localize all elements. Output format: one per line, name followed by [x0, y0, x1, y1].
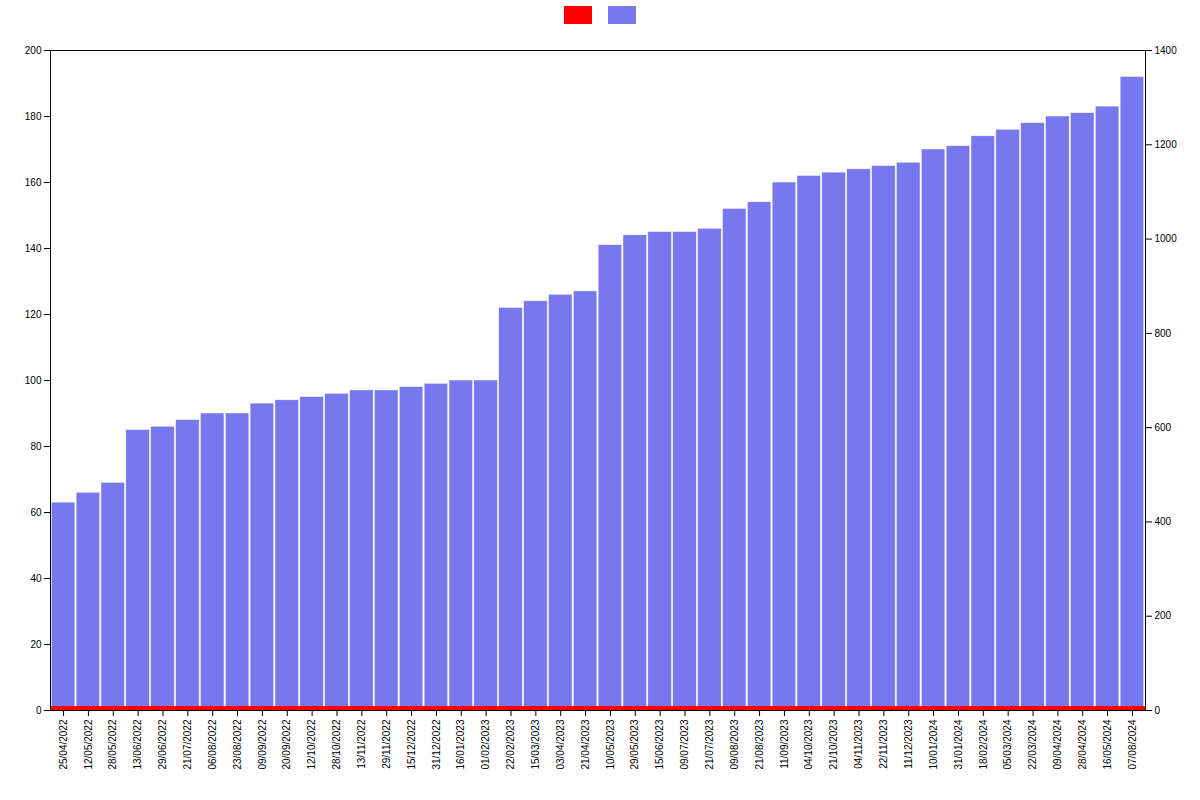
- svg-text:29/05/2023: 29/05/2023: [629, 719, 640, 769]
- svg-text:31/12/2022: 31/12/2022: [431, 719, 442, 769]
- svg-text:09/08/2023: 09/08/2023: [729, 719, 740, 769]
- svg-text:04/10/2023: 04/10/2023: [803, 719, 814, 769]
- svg-text:1000: 1000: [1155, 233, 1178, 244]
- svg-text:12/05/2022: 12/05/2022: [83, 719, 94, 769]
- svg-text:18/02/2024: 18/02/2024: [978, 719, 989, 769]
- svg-text:25/04/2022: 25/04/2022: [58, 719, 69, 769]
- svg-text:22/11/2023: 22/11/2023: [878, 719, 889, 769]
- svg-text:15/03/2023: 15/03/2023: [530, 719, 541, 769]
- svg-text:600: 600: [1155, 422, 1172, 433]
- svg-text:160: 160: [25, 177, 42, 188]
- svg-text:100: 100: [25, 375, 42, 386]
- svg-text:23/08/2022: 23/08/2022: [232, 719, 243, 769]
- svg-text:21/07/2022: 21/07/2022: [182, 719, 193, 769]
- svg-text:21/08/2023: 21/08/2023: [754, 719, 765, 769]
- svg-text:0: 0: [1155, 705, 1161, 716]
- svg-text:22/03/2024: 22/03/2024: [1027, 719, 1038, 769]
- svg-text:09/07/2023: 09/07/2023: [679, 719, 690, 769]
- svg-text:140: 140: [25, 243, 42, 254]
- svg-text:400: 400: [1155, 516, 1172, 527]
- svg-text:0: 0: [36, 705, 42, 716]
- svg-text:40: 40: [30, 573, 42, 584]
- svg-text:29/06/2022: 29/06/2022: [157, 719, 168, 769]
- svg-text:20: 20: [30, 639, 42, 650]
- svg-text:80: 80: [30, 441, 42, 452]
- svg-text:10/05/2023: 10/05/2023: [605, 719, 616, 769]
- svg-text:16/05/2024: 16/05/2024: [1102, 719, 1113, 769]
- svg-text:12/10/2022: 12/10/2022: [306, 719, 317, 769]
- svg-text:07/08/2024: 07/08/2024: [1127, 719, 1138, 769]
- svg-text:28/04/2024: 28/04/2024: [1077, 719, 1088, 769]
- svg-text:06/08/2022: 06/08/2022: [207, 719, 218, 769]
- svg-text:29/11/2022: 29/11/2022: [381, 719, 392, 769]
- svg-text:28/10/2022: 28/10/2022: [331, 719, 342, 769]
- svg-text:16/01/2023: 16/01/2023: [455, 719, 466, 769]
- svg-text:120: 120: [25, 309, 42, 320]
- svg-text:15/06/2023: 15/06/2023: [654, 719, 665, 769]
- svg-text:21/04/2023: 21/04/2023: [580, 719, 591, 769]
- svg-text:1400: 1400: [1155, 45, 1178, 56]
- svg-text:13/06/2022: 13/06/2022: [132, 719, 143, 769]
- svg-text:05/03/2024: 05/03/2024: [1002, 719, 1013, 769]
- svg-text:800: 800: [1155, 328, 1172, 339]
- svg-text:21/07/2023: 21/07/2023: [704, 719, 715, 769]
- svg-text:180: 180: [25, 111, 42, 122]
- svg-text:01/02/2023: 01/02/2023: [480, 719, 491, 769]
- svg-text:31/01/2024: 31/01/2024: [953, 719, 964, 769]
- svg-text:200: 200: [1155, 610, 1172, 621]
- svg-text:28/05/2022: 28/05/2022: [107, 719, 118, 769]
- svg-text:200: 200: [25, 45, 42, 56]
- svg-text:03/04/2023: 03/04/2023: [555, 719, 566, 769]
- svg-text:1200: 1200: [1155, 139, 1178, 150]
- svg-text:22/02/2023: 22/02/2023: [505, 719, 516, 769]
- svg-text:11/09/2023: 11/09/2023: [779, 719, 790, 769]
- svg-text:09/04/2024: 09/04/2024: [1052, 719, 1063, 769]
- svg-text:15/12/2022: 15/12/2022: [406, 719, 417, 769]
- svg-text:20/09/2022: 20/09/2022: [281, 719, 292, 769]
- svg-text:60: 60: [30, 507, 42, 518]
- svg-text:11/12/2023: 11/12/2023: [903, 719, 914, 769]
- svg-text:13/11/2022: 13/11/2022: [356, 719, 367, 769]
- svg-text:04/11/2023: 04/11/2023: [853, 719, 864, 769]
- svg-text:21/10/2023: 21/10/2023: [828, 719, 839, 769]
- svg-text:09/09/2022: 09/09/2022: [257, 719, 268, 769]
- svg-text:10/01/2024: 10/01/2024: [928, 719, 939, 769]
